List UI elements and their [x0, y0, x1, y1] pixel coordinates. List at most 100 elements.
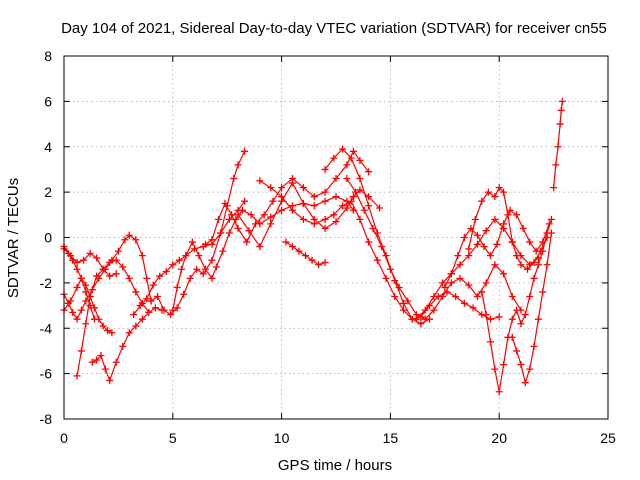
- data-point: [145, 308, 153, 316]
- data-point: [517, 261, 525, 269]
- data-point: [90, 315, 98, 323]
- data-point: [219, 247, 227, 255]
- data-point: [447, 270, 455, 278]
- data-point: [93, 254, 101, 262]
- data-point: [173, 304, 181, 312]
- data-point: [534, 261, 542, 269]
- series-track-21: [550, 97, 566, 192]
- data-point: [73, 315, 81, 323]
- data-point: [195, 252, 203, 260]
- data-point: [221, 199, 229, 207]
- x-tick-label: 25: [600, 430, 616, 446]
- y-axis-label: SDTVAR / TECUs: [5, 178, 22, 298]
- data-point: [119, 342, 127, 350]
- data-point: [554, 143, 562, 151]
- data-point: [106, 272, 114, 280]
- data-point: [454, 252, 462, 260]
- series-line: [468, 186, 548, 271]
- data-point: [104, 327, 112, 335]
- data-point: [278, 193, 286, 201]
- y-tick-label: -8: [40, 411, 53, 427]
- data-point: [369, 224, 377, 232]
- data-point: [321, 224, 329, 232]
- y-tick-label: 4: [44, 139, 52, 155]
- data-point: [217, 229, 225, 237]
- data-point: [456, 274, 464, 282]
- data-point: [180, 290, 188, 298]
- data-point: [132, 288, 140, 296]
- series-line: [324, 148, 500, 320]
- data-point: [508, 333, 516, 341]
- data-series: [60, 97, 566, 396]
- data-point: [552, 161, 560, 169]
- data-point: [125, 329, 133, 337]
- series-track-15: [343, 175, 525, 323]
- data-point: [138, 315, 146, 323]
- data-point: [199, 270, 207, 278]
- data-point: [321, 215, 329, 223]
- data-point: [395, 283, 403, 291]
- data-point: [508, 292, 516, 300]
- data-point: [356, 156, 364, 164]
- chart-title: Day 104 of 2021, Sidereal Day-to-day VTE…: [61, 20, 607, 37]
- data-point: [539, 288, 547, 296]
- data-point: [228, 211, 236, 219]
- x-tick-label: 0: [60, 430, 68, 446]
- data-point: [201, 265, 209, 273]
- data-point: [486, 338, 494, 346]
- data-point: [343, 175, 351, 183]
- series-line: [133, 200, 246, 315]
- grid-lines: [64, 56, 608, 419]
- data-point: [302, 252, 310, 260]
- data-point: [93, 356, 101, 364]
- data-point: [193, 265, 201, 273]
- data-point: [230, 175, 238, 183]
- data-point: [378, 243, 386, 251]
- data-point: [391, 292, 399, 300]
- data-point: [241, 197, 249, 205]
- data-point: [495, 388, 503, 396]
- data-point: [77, 274, 85, 282]
- data-point: [404, 297, 412, 305]
- data-point: [69, 308, 77, 316]
- y-tick-label: 0: [44, 230, 52, 246]
- y-tick-label: -6: [40, 366, 53, 382]
- data-point: [154, 292, 162, 300]
- data-point: [456, 261, 464, 269]
- data-point: [478, 197, 486, 205]
- data-point: [82, 297, 90, 305]
- data-point: [86, 302, 94, 310]
- data-point: [73, 258, 81, 266]
- data-point: [491, 261, 499, 269]
- data-point: [530, 274, 538, 282]
- data-point: [500, 270, 508, 278]
- data-point: [550, 184, 558, 192]
- data-point: [556, 120, 564, 128]
- data-point: [321, 188, 329, 196]
- data-point: [121, 236, 129, 244]
- data-point: [441, 283, 449, 291]
- series-line: [259, 180, 430, 325]
- y-tick-label: 6: [44, 93, 52, 109]
- data-point: [352, 188, 360, 196]
- data-point: [295, 247, 303, 255]
- data-point: [330, 154, 338, 162]
- data-point: [267, 184, 275, 192]
- data-point: [421, 306, 429, 314]
- data-point: [465, 252, 473, 260]
- data-point: [188, 238, 196, 246]
- series-track-9: [169, 193, 357, 314]
- data-point: [495, 313, 503, 321]
- data-point: [125, 231, 133, 239]
- data-point: [77, 306, 85, 314]
- data-point: [356, 175, 364, 183]
- data-point: [80, 256, 88, 264]
- data-point: [156, 272, 164, 280]
- data-point: [330, 211, 338, 219]
- series-track-19: [478, 215, 555, 396]
- data-point: [267, 220, 275, 228]
- series-track-20: [508, 229, 555, 387]
- data-point: [251, 220, 259, 228]
- data-point: [212, 263, 220, 271]
